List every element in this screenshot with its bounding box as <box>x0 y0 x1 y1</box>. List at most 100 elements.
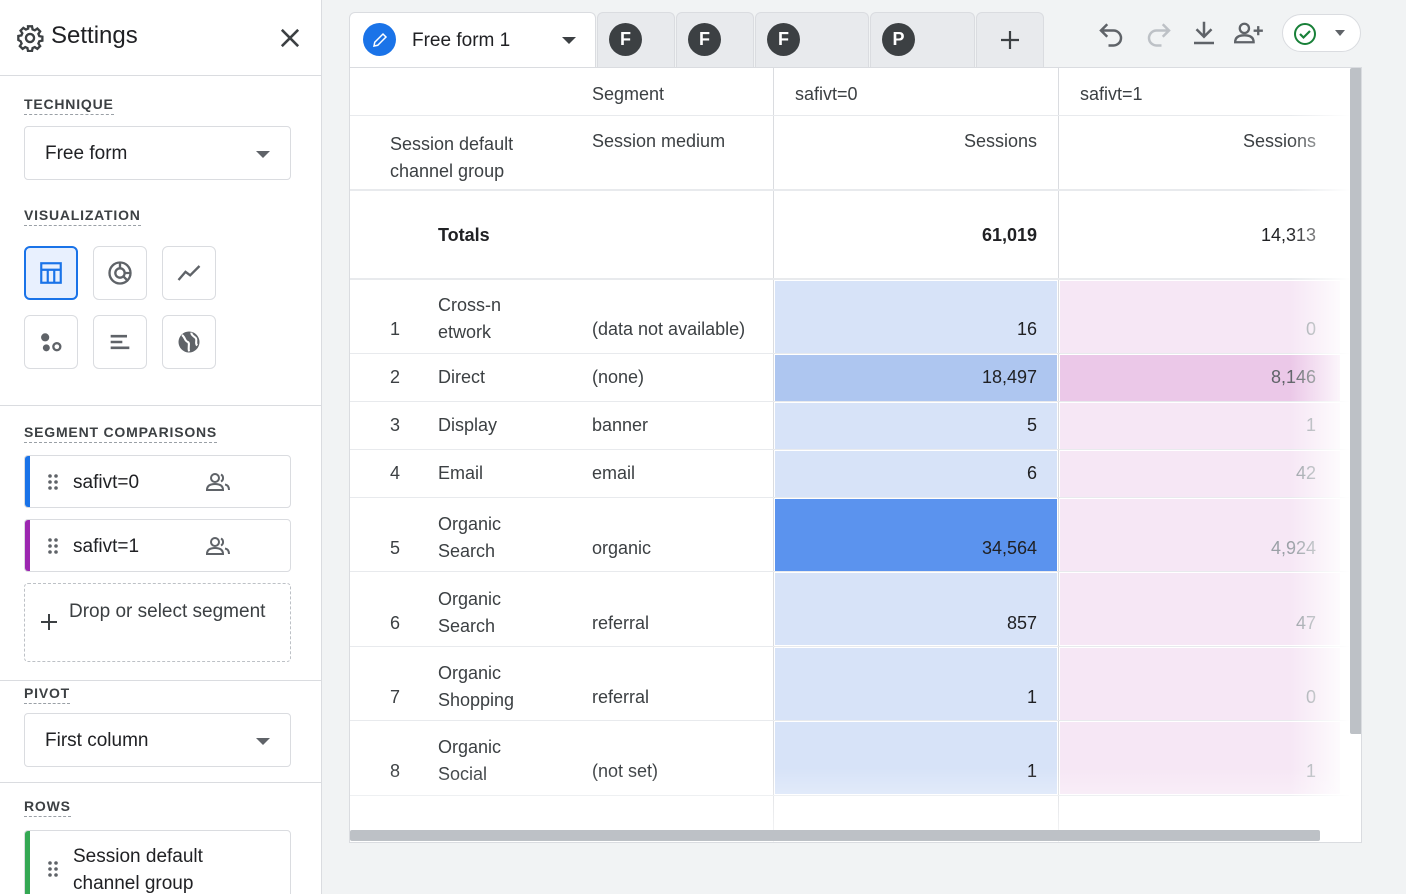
row-index: 6 <box>390 613 401 633</box>
vertical-scrollbar[interactable] <box>1350 68 1361 734</box>
pencil-icon <box>363 23 396 56</box>
tab-badge: F <box>609 23 642 56</box>
people-icon <box>205 537 230 555</box>
add-tab-button[interactable] <box>976 12 1044 67</box>
people-icon <box>205 473 230 491</box>
metric-header-1[interactable]: Sessions <box>1242 131 1316 151</box>
viz-scatter-button[interactable] <box>24 315 78 369</box>
segment-color-bar <box>25 520 30 571</box>
pivot-label: PIVOT <box>24 685 71 704</box>
rows-label: ROWS <box>24 798 71 817</box>
row-index: 3 <box>390 415 401 435</box>
heat-cell-s0 <box>775 355 1057 401</box>
segment-name: safivt=1 <box>73 536 140 557</box>
row-divider <box>350 646 1350 647</box>
tab-free-form-1[interactable]: Free form 1 <box>349 12 596 68</box>
row-sessions-0: 5 <box>1026 415 1037 435</box>
divider <box>0 782 321 783</box>
plus-icon <box>41 614 57 630</box>
dimension-header-medium[interactable]: Session medium <box>592 131 726 151</box>
exploration-canvas: Segment safivt=0 safivt=1 Session defaul… <box>349 67 1362 843</box>
status-button[interactable] <box>1282 14 1361 52</box>
row-sessions-0: 6 <box>1026 463 1037 483</box>
tab-4[interactable]: F <box>755 12 869 67</box>
undo-icon[interactable] <box>1096 18 1126 48</box>
heat-cell-s0 <box>775 451 1057 497</box>
settings-header: Settings <box>0 0 321 76</box>
row-channel: Organic Shopping <box>438 663 515 710</box>
technique-select[interactable]: Free form <box>24 126 291 180</box>
row-channel: Display <box>438 415 498 435</box>
row-sessions-0: 1 <box>1026 761 1037 781</box>
drop-segment-zone[interactable]: Drop or select segment <box>24 583 291 662</box>
segment-chip-safivt-1[interactable]: safivt=1 <box>24 519 291 572</box>
dimension-header-channel[interactable]: Session default channel group <box>390 134 514 181</box>
viz-geo-button[interactable] <box>162 315 216 369</box>
row-sessions-1: 4,924 <box>1270 538 1316 558</box>
row-index: 1 <box>390 319 401 339</box>
row-index: 5 <box>390 538 401 558</box>
metric-header-0[interactable]: Sessions <box>963 131 1037 151</box>
viz-table-button[interactable] <box>24 246 78 300</box>
plus-icon <box>1001 31 1019 49</box>
row-index: 2 <box>390 367 401 387</box>
heat-cell-s0 <box>775 403 1057 449</box>
viz-donut-button[interactable] <box>93 246 147 300</box>
row-sessions-1: 0 <box>1305 687 1316 707</box>
tab-2[interactable]: F <box>597 12 675 67</box>
drag-handle-icon[interactable] <box>47 472 59 492</box>
row-divider <box>350 353 1350 354</box>
viz-bar-button[interactable] <box>93 315 147 369</box>
row-medium: (none) <box>592 367 645 387</box>
heat-cell-s0 <box>775 722 1057 794</box>
line-chart-icon <box>177 265 201 281</box>
segment-color-bar <box>25 456 30 507</box>
column-divider <box>1058 68 1059 842</box>
row-medium: referral <box>592 613 650 633</box>
bar-chart-icon <box>110 334 130 350</box>
download-icon[interactable] <box>1189 18 1219 48</box>
heat-cell-s0 <box>775 281 1057 353</box>
row-dimension-chip[interactable]: Session default channel group <box>24 830 291 894</box>
pivot-select[interactable]: First column <box>24 713 291 767</box>
row-channel: Direct <box>438 367 486 387</box>
row-sessions-1: 42 <box>1295 463 1316 483</box>
row-index: 4 <box>390 463 401 483</box>
redo-icon[interactable] <box>1144 18 1174 48</box>
row-sessions-0: 34,564 <box>981 538 1037 558</box>
totals-label: Totals <box>438 225 490 245</box>
donut-chart-icon <box>108 261 132 285</box>
viz-line-button[interactable] <box>162 246 216 300</box>
tab-5[interactable]: P <box>870 12 975 67</box>
row-divider <box>350 189 1350 191</box>
close-icon[interactable] <box>276 24 304 52</box>
scatter-plot-icon <box>41 333 62 352</box>
drag-handle-icon[interactable] <box>47 859 59 879</box>
row-dimension-label: Session default channel group <box>73 846 203 894</box>
segment-chip-safivt-0[interactable]: safivt=0 <box>24 455 291 508</box>
tab-3[interactable]: F <box>676 12 754 67</box>
heat-cell-s1 <box>1060 573 1340 645</box>
visualization-label: VISUALIZATION <box>24 207 141 226</box>
row-medium: (not set) <box>592 761 659 781</box>
row-medium: (data not available) <box>592 319 746 339</box>
row-divider <box>350 449 1350 450</box>
row-color-bar <box>25 831 30 894</box>
row-divider <box>350 795 1350 796</box>
horizontal-scrollbar[interactable] <box>350 830 1320 841</box>
table-icon <box>40 262 62 284</box>
row-channel: Cross-n etwork <box>438 295 502 342</box>
drag-handle-icon[interactable] <box>47 536 59 556</box>
heat-cell-s1 <box>1060 722 1340 794</box>
tab-badge: F <box>688 23 721 56</box>
heat-cell-s0 <box>775 499 1057 571</box>
row-index: 7 <box>390 687 401 707</box>
segment-column-header-0: safivt=0 <box>795 84 858 104</box>
row-divider <box>350 720 1350 721</box>
row-sessions-0: 18,497 <box>981 367 1037 387</box>
chevron-down-icon[interactable] <box>562 37 576 44</box>
share-user-icon[interactable] <box>1234 18 1264 48</box>
segment-header: Segment <box>592 84 665 104</box>
heat-cell-s0 <box>775 648 1057 720</box>
globe-icon <box>178 331 200 353</box>
